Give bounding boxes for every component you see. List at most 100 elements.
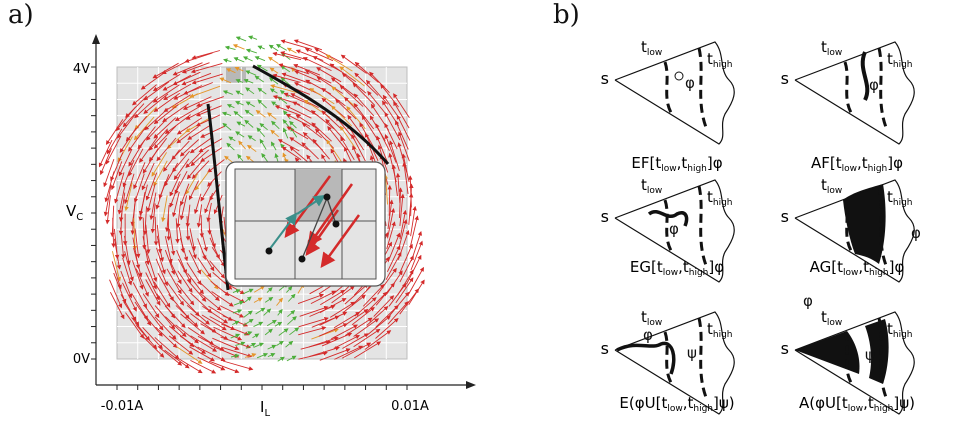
field-arrow bbox=[113, 272, 127, 304]
t-high-boundary bbox=[877, 317, 889, 401]
field-arrow bbox=[272, 51, 302, 61]
field-arrow bbox=[169, 325, 195, 348]
inset-state-point bbox=[298, 255, 306, 263]
field-arrow bbox=[248, 35, 258, 40]
field-arrow bbox=[223, 58, 232, 63]
field-arrow bbox=[230, 333, 241, 339]
field-arrow bbox=[276, 297, 283, 306]
field-arrow bbox=[171, 191, 180, 218]
field-arrow bbox=[169, 181, 181, 208]
field-arrow bbox=[152, 74, 181, 92]
x-tick-pos: 0.01A bbox=[391, 399, 429, 414]
field-arrow bbox=[286, 47, 297, 54]
field-arrow bbox=[198, 138, 223, 153]
field-arrow bbox=[190, 149, 209, 167]
field-arrow bbox=[399, 288, 420, 315]
field-arrow bbox=[146, 183, 156, 213]
field-arrow bbox=[319, 298, 347, 314]
field-arrow bbox=[185, 216, 191, 241]
t-high-boundary bbox=[697, 185, 709, 269]
field-arrow bbox=[133, 173, 145, 203]
field-arrow bbox=[399, 193, 405, 226]
field-arrow bbox=[222, 346, 253, 358]
inset-state-point bbox=[323, 193, 331, 201]
field-arrow bbox=[199, 292, 222, 311]
field-arrow bbox=[207, 171, 222, 187]
field-arrow bbox=[161, 60, 189, 75]
filled-region bbox=[865, 319, 889, 384]
filled-region bbox=[795, 331, 860, 374]
field-arrow bbox=[388, 291, 410, 317]
field-arrow bbox=[267, 353, 276, 358]
field-arrow bbox=[270, 84, 299, 94]
start-state-label: s bbox=[781, 339, 789, 358]
field-arrow bbox=[339, 66, 365, 87]
field-arrow bbox=[153, 160, 168, 187]
field-arrow bbox=[154, 316, 177, 340]
field-arrow bbox=[269, 88, 278, 94]
field-arrow bbox=[103, 158, 115, 188]
field-arrow bbox=[176, 117, 203, 135]
field-arrow bbox=[398, 187, 403, 219]
field-arrow bbox=[331, 324, 358, 340]
field-arrow bbox=[124, 251, 134, 282]
field-arrow bbox=[255, 109, 266, 118]
field-arrow bbox=[384, 112, 401, 141]
field-arrow bbox=[208, 360, 240, 374]
field-arrow bbox=[191, 50, 221, 60]
field-arrow bbox=[194, 171, 210, 191]
t-low-boundary bbox=[663, 199, 675, 255]
field-arrow bbox=[319, 311, 348, 326]
field-arrow bbox=[393, 93, 410, 118]
t-low-label: tlow bbox=[641, 176, 662, 196]
field-arrow bbox=[133, 162, 146, 190]
field-arrow bbox=[387, 301, 409, 325]
field-arrow bbox=[110, 161, 123, 191]
field-arrow bbox=[156, 293, 176, 319]
field-arrow bbox=[362, 283, 385, 307]
field-arrow bbox=[257, 45, 265, 50]
field-arrow bbox=[128, 148, 144, 177]
y-axis-arrowhead bbox=[92, 34, 100, 44]
field-arrow bbox=[280, 39, 313, 50]
field-arrow bbox=[334, 345, 364, 360]
phi-path bbox=[616, 341, 676, 375]
field-arrow bbox=[178, 258, 192, 283]
field-arrow bbox=[161, 195, 168, 223]
field-arrow bbox=[259, 123, 268, 131]
inset-arrow bbox=[320, 214, 361, 269]
field-arrow bbox=[321, 87, 346, 107]
field-arrow bbox=[331, 86, 356, 108]
field-arrow bbox=[144, 261, 157, 290]
field-arrow bbox=[342, 333, 369, 349]
field-arrow bbox=[200, 181, 213, 202]
field-arrow bbox=[155, 258, 168, 287]
field-arrow bbox=[212, 337, 240, 350]
field-arrow bbox=[242, 56, 253, 62]
field-arrow bbox=[146, 250, 158, 283]
field-arrow bbox=[321, 110, 343, 131]
field-arrow bbox=[230, 353, 240, 359]
field-arrow bbox=[145, 272, 160, 301]
field-arrow bbox=[184, 52, 213, 63]
field-arrow bbox=[366, 305, 389, 326]
field-arrow bbox=[119, 128, 137, 153]
field-arrow bbox=[143, 93, 169, 114]
field-arrow bbox=[157, 346, 183, 366]
phi-state bbox=[674, 71, 684, 81]
field-arrow bbox=[187, 125, 210, 140]
field-arrow bbox=[105, 136, 121, 165]
t-high-label: thigh bbox=[707, 320, 733, 340]
field-arrow bbox=[209, 237, 220, 260]
field-arrow bbox=[188, 180, 200, 201]
field-arrow bbox=[143, 81, 170, 101]
field-arrow bbox=[109, 291, 125, 320]
field-arrow bbox=[179, 335, 207, 354]
start-state-label: s bbox=[601, 207, 609, 226]
field-arrow bbox=[142, 336, 165, 358]
boundary-curve-left bbox=[206, 103, 230, 291]
field-arrow bbox=[156, 137, 177, 162]
field-arrow bbox=[117, 114, 136, 139]
field-arrow bbox=[282, 119, 290, 128]
